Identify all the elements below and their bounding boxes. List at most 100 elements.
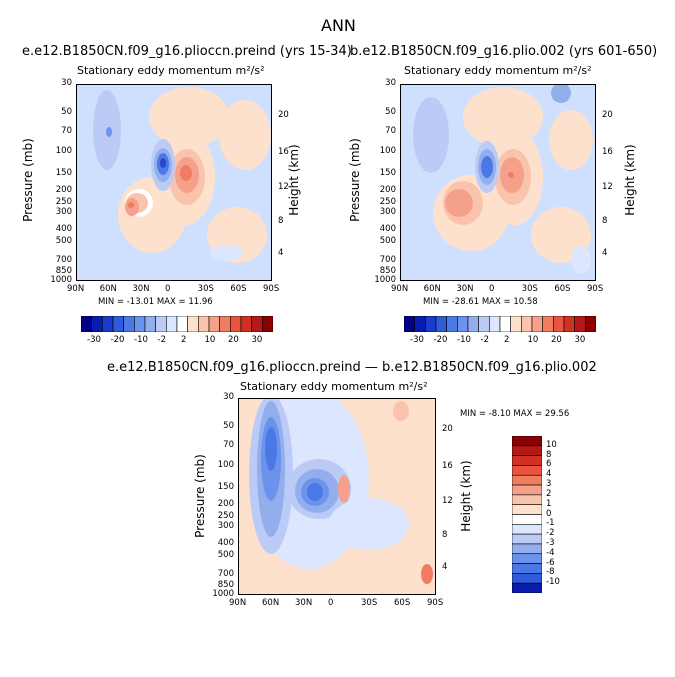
- panel1-colorbar-swatch: [166, 316, 178, 332]
- panel2-xtick-label: 60N: [423, 284, 441, 294]
- panel3-ytick-label: 70: [223, 439, 234, 450]
- panel3-plot-area: [238, 398, 436, 595]
- panel3-ytick-right-label: 4: [442, 562, 448, 573]
- panel3-colorbar-label: 4: [546, 469, 552, 480]
- panel3-stats: MIN = -8.10 MAX = 29.56: [460, 409, 570, 419]
- panel3-ytick-label: 400: [217, 537, 234, 548]
- panel3-colorbar-label: -10: [546, 577, 560, 588]
- panel1-ytick-right-label: 4: [278, 248, 284, 259]
- panel2-colorbar-labels: -30 -20 -10 -2 2 10 20 30: [404, 335, 596, 347]
- panel1-colorbar-swatch: [134, 316, 146, 332]
- panel1-ytick-label: 100: [55, 145, 72, 156]
- panel3-colorbar-label: -1: [546, 518, 555, 529]
- panel1-colorbar-swatch: [251, 316, 263, 332]
- panel3-subtitle: Stationary eddy momentum m²/s²: [240, 380, 428, 393]
- panel2-ylabel: Pressure (mb): [348, 138, 362, 222]
- panel1-colorbar-label: -2: [157, 335, 166, 345]
- panel3-colorbar-swatch: [512, 474, 542, 486]
- panel2-ytick-label: 150: [379, 168, 396, 179]
- panel3-ytick-right-label: 8: [442, 529, 448, 540]
- panel1-colorbar-swatch: [219, 316, 231, 332]
- panel2-colorbar-swatch: [489, 316, 501, 332]
- panel1-ytick-label: 500: [55, 236, 72, 247]
- panel3-ytick-label: 100: [217, 459, 234, 470]
- panel2-colorbar-swatch: [414, 316, 426, 332]
- panel2-colorbar: [404, 316, 596, 332]
- panel1-colorbar-swatch: [198, 316, 210, 332]
- panel3-xtick-label: 60N: [262, 598, 280, 608]
- panel1-colorbar-swatch: [187, 316, 199, 332]
- panel3-ylabel: Pressure (mb): [193, 454, 207, 538]
- panel1-xtick-label: 60S: [230, 284, 247, 294]
- panel3-colorbar-labels: 10 8 6 4 3 2 1 0 -1 -2 -3 -4 -6 -8 -10: [546, 436, 586, 593]
- panel1-xtick-label: 90N: [67, 284, 85, 294]
- panel2-ylabel-right: Height (km): [623, 144, 637, 216]
- panel2-ytick-right-label: 4: [602, 248, 608, 259]
- panel1-ytick-label: 300: [55, 207, 72, 218]
- panel3-ytick-label: 500: [217, 550, 234, 561]
- panel1-colorbar-swatch: [155, 316, 167, 332]
- panel3-xtick-label: 30N: [295, 598, 313, 608]
- panel3-ytick-right-label: 12: [442, 496, 453, 507]
- panel1-ytick-label: 50: [61, 106, 72, 117]
- panel1-ytick-label: 1000: [50, 275, 72, 285]
- panel3-ytick-label: 200: [217, 498, 234, 509]
- panel2-ytick-label: 250: [379, 197, 396, 208]
- panel2-ytick-label: 500: [379, 236, 396, 247]
- panel3-colorbar-swatch: [512, 524, 542, 535]
- panel3-colorbar-label: 1: [546, 498, 552, 509]
- panel1-colorbar-swatch: [102, 316, 114, 332]
- panel3-colorbar-swatch: [512, 553, 542, 564]
- panel3-colorbar-swatch: [512, 533, 542, 545]
- panel1-plot-area: [76, 84, 272, 281]
- panel3-ytick-label: 50: [223, 420, 234, 431]
- panel3-colorbar-swatch: [512, 582, 542, 593]
- panel3-xtick-label: 30S: [361, 598, 378, 608]
- panel1-ylabel-right: Height (km): [287, 144, 301, 216]
- panel1-colorbar-swatch: [230, 316, 242, 332]
- panel1-ytick-label: 70: [61, 125, 72, 136]
- panel3-colorbar-swatch: [512, 494, 542, 505]
- panel2-ytick-label: 300: [379, 207, 396, 218]
- panel1-stats: MIN = -13.01 MAX = 11.96: [98, 297, 213, 307]
- panel2-ytick-right-label: 20: [602, 109, 613, 120]
- panel1-ytick-label: 200: [55, 184, 72, 195]
- panel3-ytick-right-label: 16: [442, 460, 453, 471]
- panel2-colorbar-swatch: [585, 316, 596, 332]
- panel2-ytick-label: 400: [379, 223, 396, 234]
- panel2-colorbar-swatch: [563, 316, 575, 332]
- panel2-colorbar-label: -20: [433, 335, 448, 345]
- panel3-colorbar-swatch: [512, 514, 542, 525]
- panel2-colorbar-label: -30: [410, 335, 424, 345]
- panel3-colorbar-label: -2: [546, 528, 555, 539]
- panel1-colorbar-swatch: [262, 316, 273, 332]
- panel2-subtitle: Stationary eddy momentum m²/s²: [404, 64, 592, 77]
- panel2-colorbar-label: 20: [551, 335, 562, 345]
- panel3-title: e.e12.B1850CN.f09_g16.plioccn.preind — b…: [107, 360, 597, 375]
- panel3-colorbar-swatch: [512, 445, 542, 456]
- panel1-ylabel: Pressure (mb): [21, 138, 35, 222]
- panel3-ytick-label: 250: [217, 511, 234, 522]
- panel1-colorbar-label: -30: [87, 335, 101, 345]
- panel3-colorbar-swatch: [512, 465, 542, 476]
- panel3-colorbar-label: 0: [546, 508, 552, 519]
- panel2-plot-area: [400, 84, 596, 281]
- panel2-colorbar-label: 2: [504, 335, 510, 345]
- panel3-colorbar-label: -3: [546, 537, 555, 548]
- panel2-ytick-label: 50: [385, 106, 396, 117]
- panel3-colorbar-label: -8: [546, 567, 555, 578]
- panel1-subtitle: Stationary eddy momentum m²/s²: [77, 64, 265, 77]
- panel3-ytick-label: 150: [217, 482, 234, 493]
- panel1-title: e.e12.B1850CN.f09_g16.plioccn.preind (yr…: [22, 44, 352, 59]
- panel3-ytick-label: 30: [223, 392, 234, 402]
- panel2-colorbar-label: -10: [457, 335, 471, 345]
- panel1-colorbar-swatch: [176, 316, 188, 332]
- panel1-colorbar-label: 30: [251, 335, 263, 345]
- panel3-ytick-label: 1000: [212, 589, 234, 599]
- panel2-colorbar-swatch: [478, 316, 490, 332]
- panel1-colorbar-label: 2: [181, 335, 187, 345]
- panel2-xtick-label: 30N: [456, 284, 474, 294]
- panel1-ytick-label: 700: [55, 254, 72, 265]
- panel1-colorbar-label: -10: [134, 335, 148, 345]
- panel1-ytick-right-label: 8: [278, 215, 284, 226]
